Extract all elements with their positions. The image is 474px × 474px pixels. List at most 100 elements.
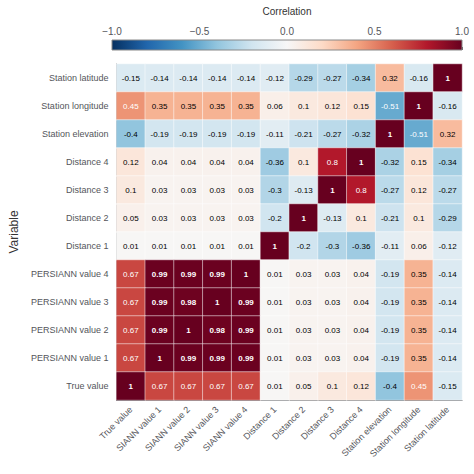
svg-text:-0.19: -0.19 [151, 130, 170, 139]
svg-text:0.03: 0.03 [238, 186, 254, 195]
svg-text:1: 1 [330, 186, 335, 195]
svg-text:0.1: 0.1 [356, 214, 368, 223]
svg-text:-0.19: -0.19 [237, 130, 256, 139]
svg-text:-0.16: -0.16 [438, 102, 457, 111]
svg-text:PERSIANN value 4: PERSIANN value 4 [31, 269, 109, 279]
svg-text:0.35: 0.35 [411, 298, 427, 307]
svg-text:0.1: 0.1 [298, 102, 310, 111]
svg-text:0.01: 0.01 [123, 242, 139, 251]
svg-text:0.01: 0.01 [209, 242, 225, 251]
svg-text:0.04: 0.04 [353, 298, 369, 307]
svg-text:-0.4: -0.4 [124, 130, 138, 139]
svg-text:-0.16: -0.16 [410, 74, 429, 83]
svg-text:0.98: 0.98 [209, 326, 225, 335]
svg-text:-0.19: -0.19 [381, 326, 400, 335]
svg-text:0.99: 0.99 [152, 270, 168, 279]
svg-text:0.04: 0.04 [353, 354, 369, 363]
svg-text:0.04: 0.04 [353, 326, 369, 335]
svg-text:1: 1 [445, 74, 450, 83]
svg-text:0.03: 0.03 [325, 270, 341, 279]
svg-text:-0.29: -0.29 [294, 74, 313, 83]
svg-text:0.99: 0.99 [152, 326, 168, 335]
svg-text:-0.4: -0.4 [383, 382, 397, 391]
svg-text:-0.34: -0.34 [352, 74, 371, 83]
svg-text:1: 1 [129, 382, 134, 391]
svg-text:-0.21: -0.21 [381, 214, 400, 223]
svg-text:-0.3: -0.3 [268, 186, 282, 195]
svg-text:-0.12: -0.12 [438, 242, 457, 251]
svg-text:-0.14: -0.14 [438, 270, 457, 279]
svg-text:0.05: 0.05 [123, 214, 139, 223]
svg-text:0.1: 0.1 [413, 214, 425, 223]
svg-text:0.45: 0.45 [123, 102, 139, 111]
svg-text:-0.14: -0.14 [179, 74, 198, 83]
svg-text:-0.29: -0.29 [438, 214, 457, 223]
svg-text:0.06: 0.06 [411, 242, 427, 251]
svg-text:0.8: 0.8 [327, 158, 339, 167]
svg-text:0.1: 0.1 [125, 186, 137, 195]
svg-text:0.67: 0.67 [209, 382, 225, 391]
svg-text:0.01: 0.01 [267, 270, 283, 279]
svg-text:0.35: 0.35 [181, 102, 197, 111]
svg-text:-0.32: -0.32 [352, 130, 371, 139]
svg-text:0.99: 0.99 [209, 270, 225, 279]
svg-text:0.67: 0.67 [181, 382, 197, 391]
svg-text:0.99: 0.99 [181, 270, 197, 279]
svg-text:0.67: 0.67 [123, 270, 139, 279]
svg-text:0.32: 0.32 [440, 130, 456, 139]
svg-text:-0.12: -0.12 [266, 74, 285, 83]
svg-text:-0.27: -0.27 [323, 130, 342, 139]
svg-text:Station longitude: Station longitude [41, 101, 108, 111]
svg-text:-0.11: -0.11 [266, 130, 284, 139]
svg-text:0.03: 0.03 [296, 270, 312, 279]
svg-text:0.03: 0.03 [296, 326, 312, 335]
svg-text:−0.5: −0.5 [190, 26, 210, 37]
svg-text:Correlation: Correlation [263, 6, 312, 17]
svg-text:0.15: 0.15 [353, 102, 369, 111]
svg-text:0.35: 0.35 [238, 102, 254, 111]
svg-text:Variable: Variable [7, 210, 21, 253]
svg-text:1: 1 [359, 158, 364, 167]
svg-text:0.98: 0.98 [181, 298, 197, 307]
svg-text:Station elevation: Station elevation [42, 129, 109, 139]
svg-text:0.04: 0.04 [181, 158, 197, 167]
svg-text:0.04: 0.04 [209, 158, 225, 167]
svg-text:-0.32: -0.32 [381, 158, 400, 167]
svg-text:0.01: 0.01 [267, 298, 283, 307]
svg-text:0.99: 0.99 [181, 354, 197, 363]
svg-text:0.01: 0.01 [181, 242, 197, 251]
svg-text:0.99: 0.99 [238, 326, 254, 335]
svg-text:0.35: 0.35 [411, 270, 427, 279]
svg-text:-0.21: -0.21 [294, 130, 313, 139]
svg-text:-0.19: -0.19 [381, 298, 400, 307]
svg-text:0.12: 0.12 [353, 382, 369, 391]
svg-text:1: 1 [157, 354, 162, 363]
svg-text:-0.27: -0.27 [323, 74, 342, 83]
svg-text:0.35: 0.35 [209, 102, 225, 111]
svg-text:0.12: 0.12 [123, 158, 139, 167]
svg-text:0.35: 0.35 [152, 102, 168, 111]
svg-text:-0.19: -0.19 [179, 130, 198, 139]
svg-text:1: 1 [244, 270, 249, 279]
svg-text:-0.13: -0.13 [323, 214, 342, 223]
svg-text:0.03: 0.03 [296, 354, 312, 363]
svg-text:0.99: 0.99 [152, 298, 168, 307]
svg-text:-0.14: -0.14 [208, 74, 227, 83]
svg-text:-0.27: -0.27 [381, 186, 400, 195]
svg-text:-0.36: -0.36 [352, 242, 371, 251]
svg-text:Distance 3: Distance 3 [66, 185, 109, 195]
svg-text:-0.11: -0.11 [381, 242, 399, 251]
svg-text:0.67: 0.67 [123, 326, 139, 335]
svg-text:0.03: 0.03 [181, 214, 197, 223]
svg-text:0.03: 0.03 [325, 326, 341, 335]
svg-text:0.67: 0.67 [123, 298, 139, 307]
svg-text:0.03: 0.03 [152, 186, 168, 195]
svg-text:-0.36: -0.36 [266, 158, 285, 167]
svg-text:-0.19: -0.19 [381, 354, 400, 363]
svg-text:0.35: 0.35 [411, 326, 427, 335]
svg-text:Distance 1: Distance 1 [66, 241, 109, 251]
svg-text:0.12: 0.12 [411, 186, 427, 195]
svg-text:Distance 4: Distance 4 [66, 157, 109, 167]
svg-text:0.99: 0.99 [209, 354, 225, 363]
svg-text:0.67: 0.67 [238, 382, 254, 391]
